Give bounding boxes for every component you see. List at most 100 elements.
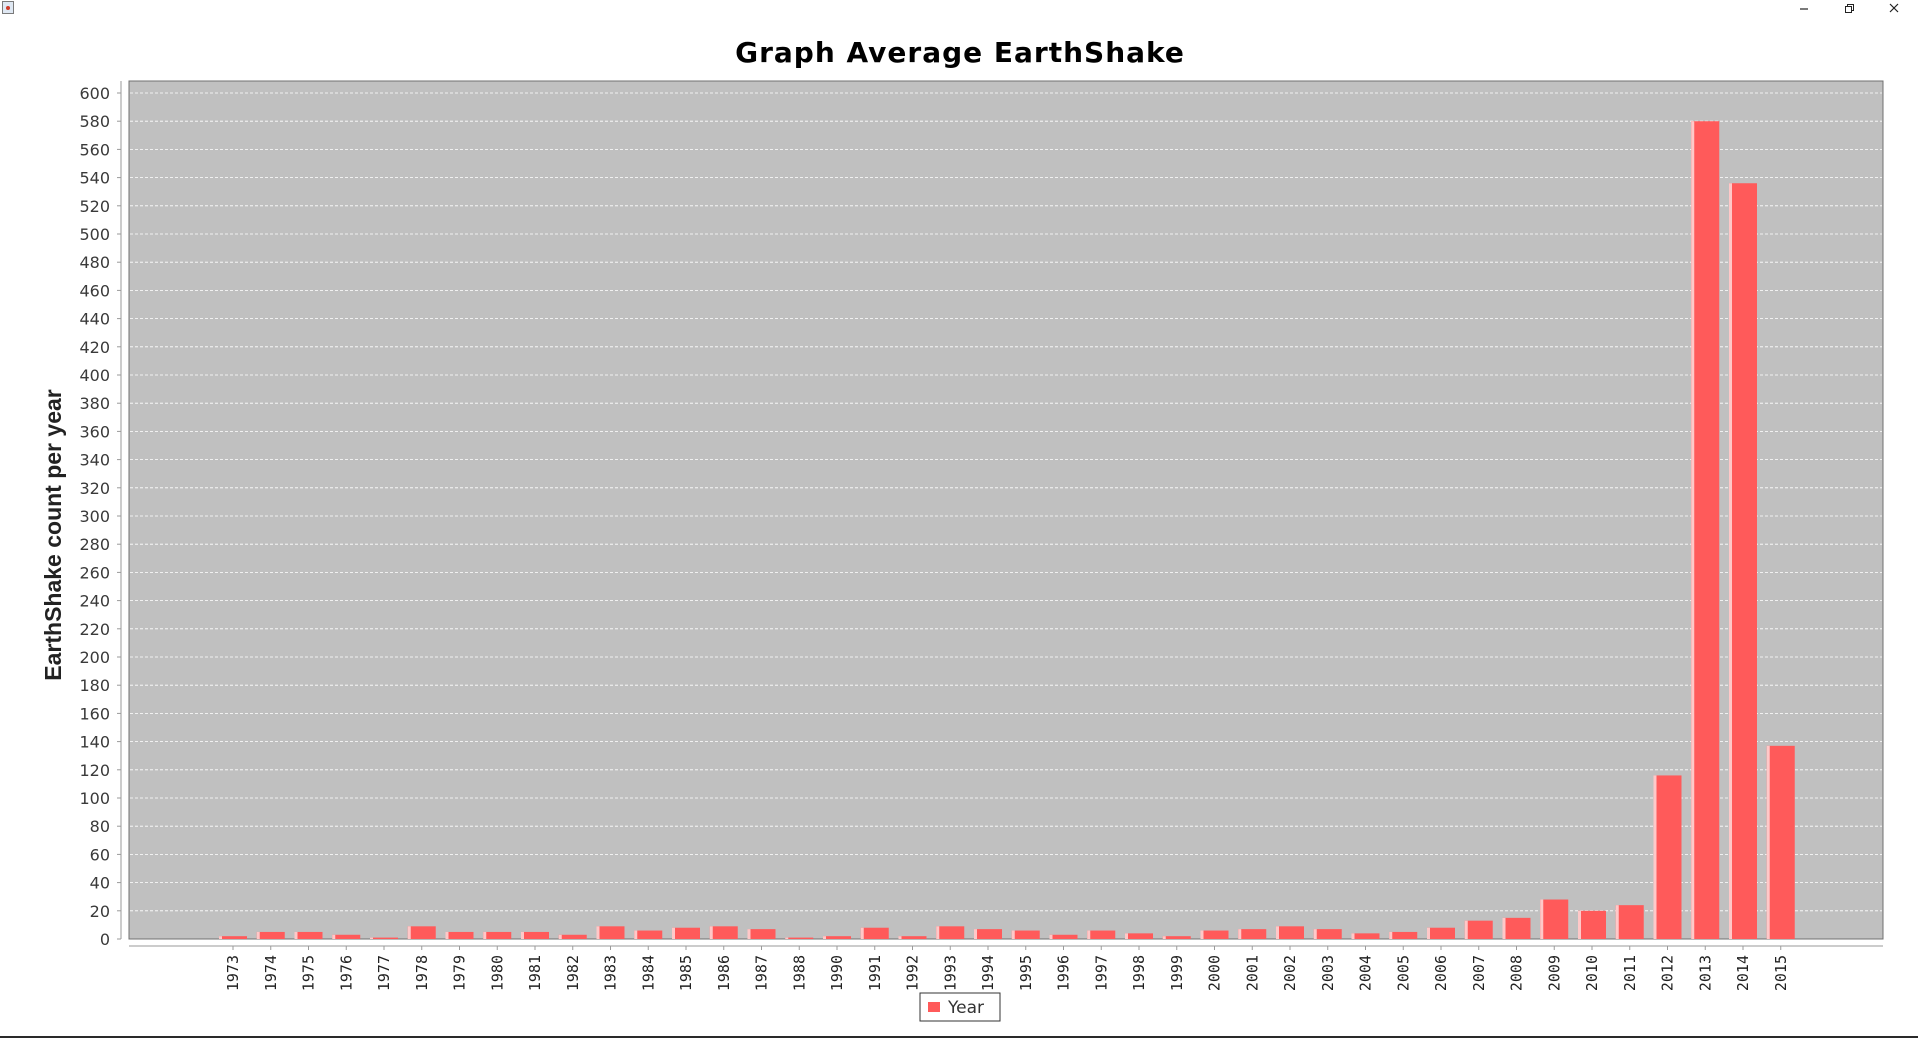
bar-highlight-2004 bbox=[1351, 933, 1355, 939]
bar-2003 bbox=[1313, 929, 1342, 939]
bar-highlight-1995 bbox=[1011, 930, 1015, 939]
y-tick-label: 480 bbox=[79, 253, 110, 272]
bar-highlight-1979 bbox=[445, 931, 449, 939]
bar-2004 bbox=[1351, 933, 1380, 939]
x-tick-label: 1977 bbox=[375, 955, 393, 991]
bar-highlight-1984 bbox=[634, 930, 638, 939]
x-tick-label: 1994 bbox=[979, 955, 997, 991]
y-tick-label: 380 bbox=[79, 394, 110, 413]
x-tick-label: 2013 bbox=[1696, 955, 1714, 991]
bar-highlight-1999 bbox=[1162, 936, 1166, 939]
y-tick-label: 40 bbox=[90, 874, 110, 893]
x-tick-label: 2003 bbox=[1319, 955, 1337, 991]
bar-2006 bbox=[1427, 927, 1455, 939]
bar-highlight-2003 bbox=[1313, 929, 1317, 939]
bar-2002 bbox=[1276, 926, 1304, 939]
bar-highlight-1976 bbox=[332, 934, 336, 939]
bar-highlight-1974 bbox=[256, 931, 260, 939]
bar-highlight-2002 bbox=[1276, 926, 1279, 939]
bar-1983 bbox=[596, 926, 625, 939]
y-tick-label: 100 bbox=[79, 789, 110, 808]
bar-highlight-2014 bbox=[1729, 183, 1732, 940]
x-tick-label: 1990 bbox=[828, 955, 846, 991]
y-tick-label: 340 bbox=[79, 451, 110, 470]
y-tick-label: 280 bbox=[79, 535, 110, 554]
bar-highlight-1991 bbox=[860, 927, 864, 939]
x-tick-label: 2006 bbox=[1432, 955, 1450, 991]
y-tick-label: 520 bbox=[79, 197, 110, 216]
bar-highlight-1998 bbox=[1125, 933, 1128, 939]
y-tick-label: 500 bbox=[79, 225, 110, 244]
restore-icon bbox=[1845, 4, 1854, 13]
bar-highlight-1992 bbox=[898, 936, 902, 939]
bar-1985 bbox=[672, 927, 700, 939]
x-tick-label: 1987 bbox=[753, 955, 771, 991]
bar-highlight-1985 bbox=[672, 927, 675, 939]
bar-highlight-1981 bbox=[521, 931, 524, 939]
close-button[interactable] bbox=[1874, 0, 1914, 16]
y-tick-label: 80 bbox=[90, 817, 110, 836]
bar-highlight-2012 bbox=[1653, 775, 1657, 939]
bar-highlight-1983 bbox=[596, 926, 600, 939]
x-tick-label: 2002 bbox=[1281, 955, 1299, 991]
bar-highlight-2015 bbox=[1766, 745, 1770, 939]
minimize-button[interactable] bbox=[1784, 0, 1824, 16]
y-tick-label: 20 bbox=[90, 902, 110, 921]
restore-button[interactable] bbox=[1829, 0, 1869, 16]
x-tick-label: 2005 bbox=[1394, 955, 1412, 991]
bar-1982 bbox=[558, 934, 587, 939]
bar-1973 bbox=[219, 936, 247, 939]
x-tick-label: 1986 bbox=[715, 955, 733, 991]
x-tick-label: 2009 bbox=[1545, 955, 1563, 991]
bar-highlight-1990 bbox=[823, 936, 826, 939]
bar-highlight-1988 bbox=[785, 937, 789, 939]
x-tick-label: 1976 bbox=[337, 955, 355, 991]
bar-1986 bbox=[709, 926, 738, 939]
x-tick-label: 1980 bbox=[488, 955, 506, 991]
y-tick-label: 220 bbox=[79, 620, 110, 639]
bar-highlight-2001 bbox=[1238, 929, 1242, 939]
y-tick-label: 0 bbox=[100, 930, 110, 949]
bar-highlight-2007 bbox=[1464, 920, 1468, 939]
y-tick-label: 400 bbox=[79, 366, 110, 385]
bar-1992 bbox=[898, 936, 927, 939]
bar-1976 bbox=[332, 934, 361, 939]
x-tick-label: 1988 bbox=[790, 955, 808, 991]
y-tick-label: 460 bbox=[79, 281, 110, 300]
bar-highlight-1993 bbox=[936, 926, 940, 939]
y-tick-label: 600 bbox=[79, 84, 110, 103]
y-tick-label: 540 bbox=[79, 169, 110, 188]
x-tick-label: 1984 bbox=[639, 955, 657, 991]
bar-2012 bbox=[1653, 775, 1682, 939]
bar-2001 bbox=[1238, 929, 1267, 939]
bar-2007 bbox=[1464, 920, 1493, 939]
y-tick-label: 360 bbox=[79, 422, 110, 441]
x-tick-label: 2001 bbox=[1243, 955, 1261, 991]
x-tick-label: 1983 bbox=[602, 955, 620, 991]
x-tick-label: 1981 bbox=[526, 955, 544, 991]
bar-1998 bbox=[1125, 933, 1153, 939]
bar-highlight-1997 bbox=[1087, 930, 1091, 939]
bar-1981 bbox=[521, 931, 549, 939]
bar-1999 bbox=[1162, 936, 1191, 939]
bar-highlight-2005 bbox=[1389, 931, 1393, 939]
minimize-icon bbox=[1800, 8, 1808, 10]
y-axis-label: EarthShake count per year bbox=[40, 389, 66, 680]
bar-2014 bbox=[1729, 183, 1757, 940]
x-tick-label: 1992 bbox=[904, 955, 922, 991]
x-tick-label: 2000 bbox=[1206, 955, 1224, 991]
bar-highlight-2008 bbox=[1502, 917, 1506, 939]
bar-1995 bbox=[1011, 930, 1040, 939]
x-tick-label: 1979 bbox=[451, 955, 469, 991]
bar-1974 bbox=[256, 931, 285, 939]
bar-highlight-2000 bbox=[1200, 930, 1204, 939]
bar-1977 bbox=[370, 937, 398, 939]
x-tick-label: 1999 bbox=[1168, 955, 1186, 991]
bar-1980 bbox=[483, 931, 512, 939]
bar-highlight-1980 bbox=[483, 931, 487, 939]
y-tick-label: 140 bbox=[79, 733, 110, 752]
y-tick-label: 120 bbox=[79, 761, 110, 780]
y-tick-label: 180 bbox=[79, 676, 110, 695]
bar-2011 bbox=[1615, 905, 1644, 939]
x-tick-label: 1973 bbox=[224, 955, 242, 991]
